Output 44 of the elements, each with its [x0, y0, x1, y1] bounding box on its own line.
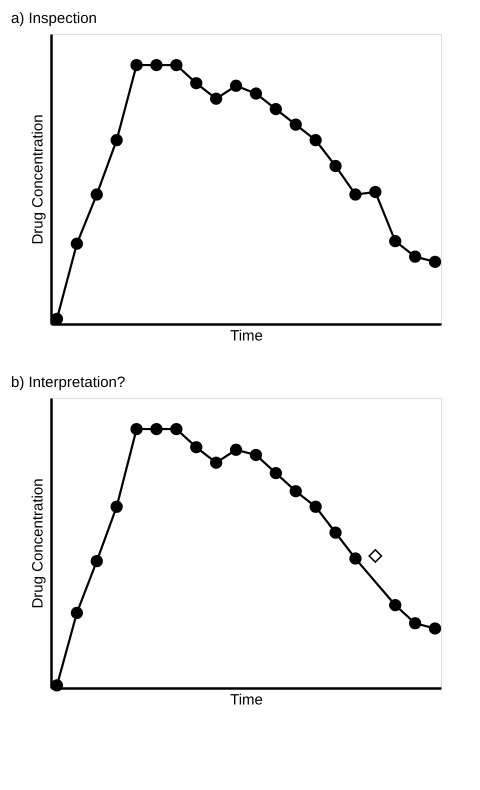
point: [409, 250, 422, 263]
point: [170, 422, 182, 436]
point: [150, 58, 163, 72]
point: [130, 422, 143, 436]
point: [389, 235, 402, 248]
point: [389, 599, 402, 612]
point: [310, 134, 322, 146]
point: [270, 466, 282, 480]
point: [210, 92, 222, 105]
point: [90, 188, 103, 201]
point: [70, 606, 83, 620]
y-axis-title: Drug Concentration: [30, 114, 46, 245]
point: [90, 555, 103, 568]
point: [190, 77, 202, 90]
point: [349, 552, 362, 565]
point: [290, 485, 302, 498]
point: [270, 102, 282, 116]
point: [368, 549, 382, 563]
point: [310, 500, 322, 513]
chart-title: a) Inspection: [11, 10, 97, 27]
point: [70, 238, 83, 250]
point: [150, 422, 163, 436]
point: [428, 622, 442, 635]
point: [170, 58, 182, 72]
point: [428, 256, 442, 268]
point: [349, 188, 362, 201]
point: [110, 500, 123, 513]
point: [369, 186, 382, 198]
x-axis-title: Time: [230, 692, 263, 708]
point: [190, 441, 202, 454]
point: [110, 134, 123, 146]
point: [230, 444, 242, 456]
y-axis-title: Drug Concentration: [30, 478, 46, 609]
point: [230, 80, 242, 92]
point: [329, 160, 342, 172]
point: [409, 617, 422, 630]
point: [250, 448, 262, 462]
point: [290, 118, 302, 131]
point: [210, 456, 222, 469]
point: [130, 58, 143, 72]
x-axis-title: Time: [230, 328, 263, 344]
point: [250, 87, 262, 100]
point: [329, 526, 342, 539]
chart-title: b) Interpretation?: [11, 374, 126, 391]
